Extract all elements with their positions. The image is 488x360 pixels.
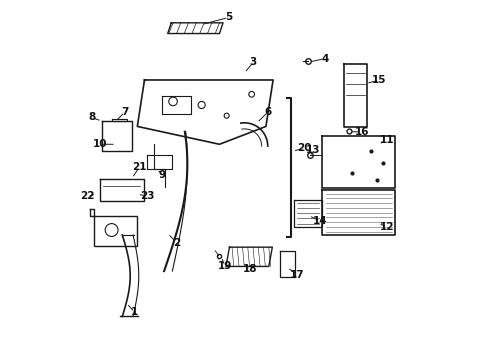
Text: 1: 1 — [131, 307, 138, 317]
Text: 12: 12 — [379, 222, 393, 232]
Text: 16: 16 — [354, 127, 368, 137]
Text: 10: 10 — [92, 139, 107, 149]
Text: 4: 4 — [321, 54, 328, 64]
Text: 2: 2 — [173, 238, 180, 248]
Text: 11: 11 — [379, 135, 393, 145]
Text: 3: 3 — [249, 57, 257, 67]
Text: 18: 18 — [242, 264, 257, 274]
Text: 22: 22 — [80, 191, 94, 201]
Text: 9: 9 — [159, 170, 165, 180]
Text: 23: 23 — [140, 191, 154, 201]
Text: 19: 19 — [217, 261, 232, 271]
Text: 14: 14 — [312, 216, 327, 226]
Text: 17: 17 — [289, 270, 304, 280]
Text: 20: 20 — [297, 143, 311, 153]
Text: 13: 13 — [305, 145, 320, 155]
Text: 7: 7 — [121, 107, 128, 117]
Text: 8: 8 — [88, 112, 95, 122]
Text: 6: 6 — [264, 107, 271, 117]
Text: 15: 15 — [371, 75, 386, 85]
Text: 21: 21 — [132, 162, 146, 172]
Text: 5: 5 — [224, 13, 232, 22]
